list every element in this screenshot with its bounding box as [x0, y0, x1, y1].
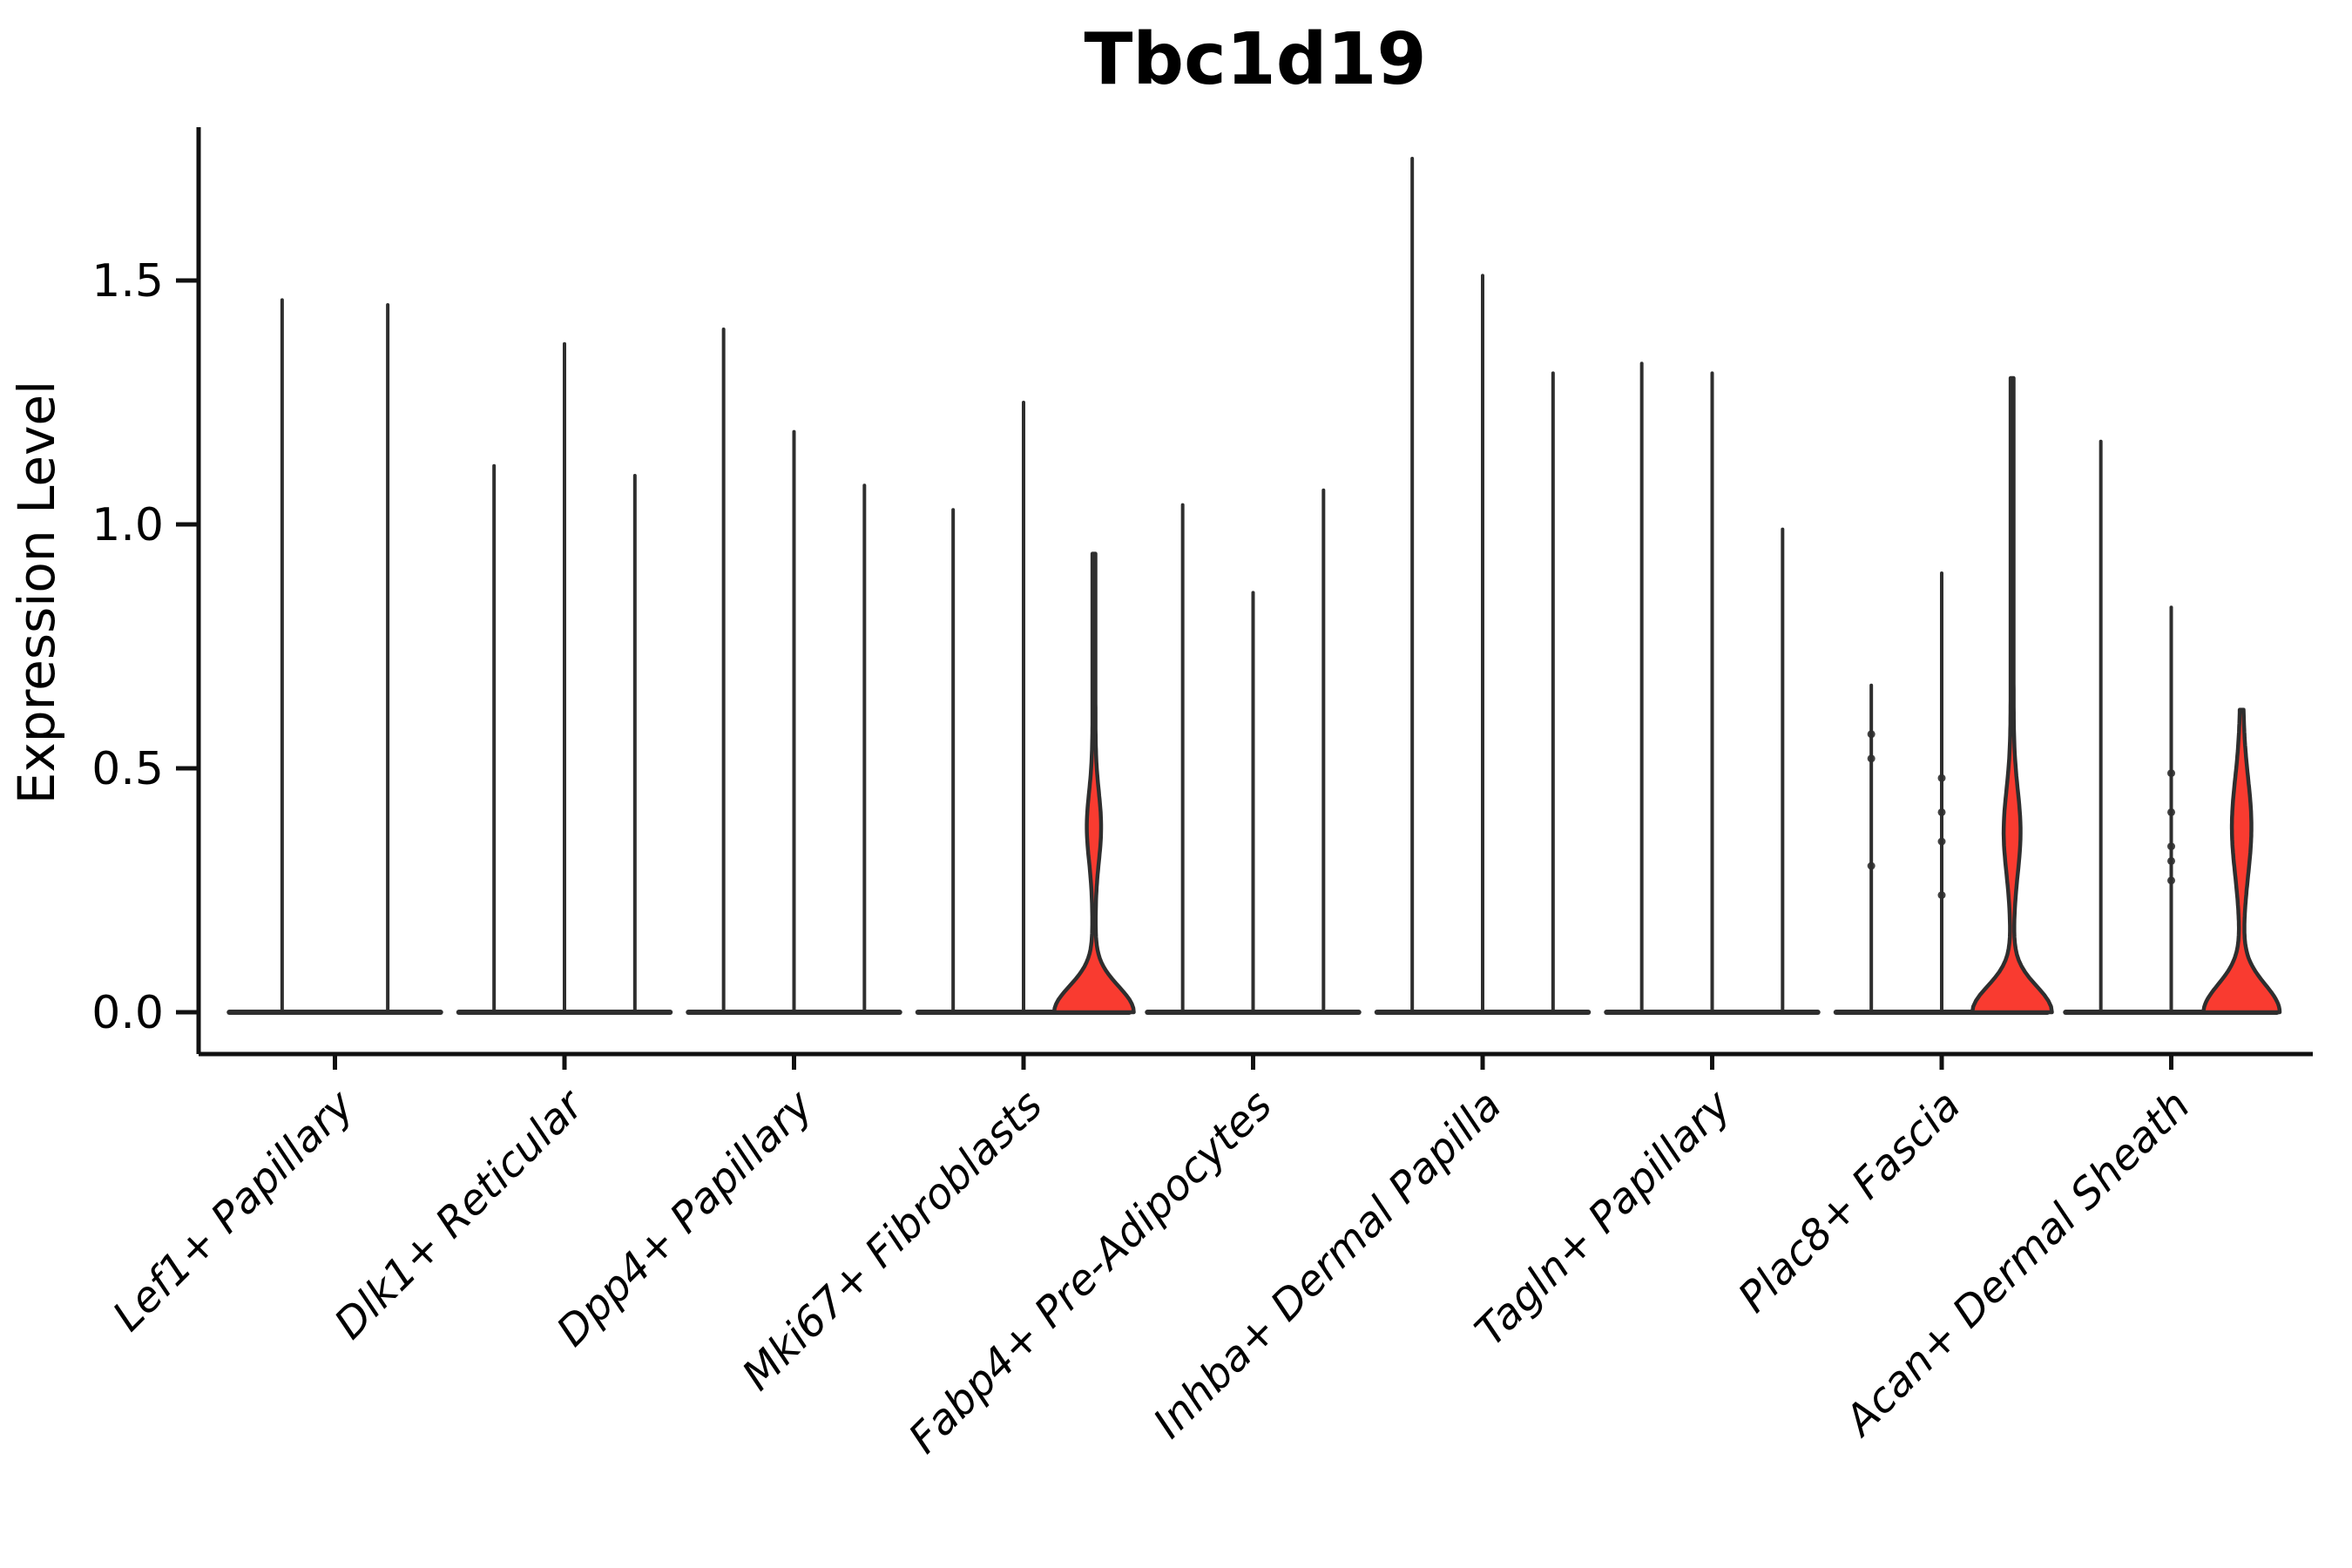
jitter-point	[1937, 837, 1946, 846]
y-tick-label: 0.5	[91, 743, 164, 795]
chart-title: Tbc1d19	[1084, 18, 1426, 101]
jitter-point	[2167, 769, 2175, 778]
x-tick-label: Fabp4+ Pre-Adipocytes	[899, 1081, 1281, 1463]
x-tick-label: Dpp4+ Papillary	[547, 1080, 822, 1355]
violin-filled	[1970, 375, 2054, 1015]
x-tick-label: Lef1+ Papillary	[104, 1080, 364, 1341]
violins-layer	[280, 157, 2282, 1015]
jitter-points-layer	[1867, 730, 2175, 900]
y-tick-label: 1.0	[91, 499, 164, 551]
x-tick-label: Tagln+ Papillary	[1466, 1080, 1741, 1355]
jitter-point	[2167, 808, 2175, 816]
jitter-point	[1867, 862, 1876, 870]
jitter-point	[2167, 856, 2175, 865]
jitter-point	[2167, 876, 2175, 885]
jitter-point	[2167, 842, 2175, 851]
y-axis-ticks: 0.0 0.5 1.0 1.5	[91, 255, 199, 1039]
y-tick-label: 0.0	[91, 987, 164, 1039]
x-tick-label: Plac8+ Fascia	[1729, 1081, 1970, 1322]
jitter-point	[1867, 754, 1876, 763]
jitter-point	[1937, 774, 1946, 782]
y-tick-label: 1.5	[91, 255, 164, 308]
jitter-point	[1937, 808, 1946, 816]
x-axis-ticks	[333, 1054, 2173, 1070]
jitter-point	[1937, 891, 1946, 900]
violin-filled	[2201, 707, 2282, 1015]
x-tick-label: Dlk1+ Reticular	[325, 1079, 595, 1349]
jitter-point	[1867, 730, 1876, 739]
violin-filled	[1051, 551, 1136, 1015]
y-axis-title: Expression Level	[7, 381, 66, 804]
